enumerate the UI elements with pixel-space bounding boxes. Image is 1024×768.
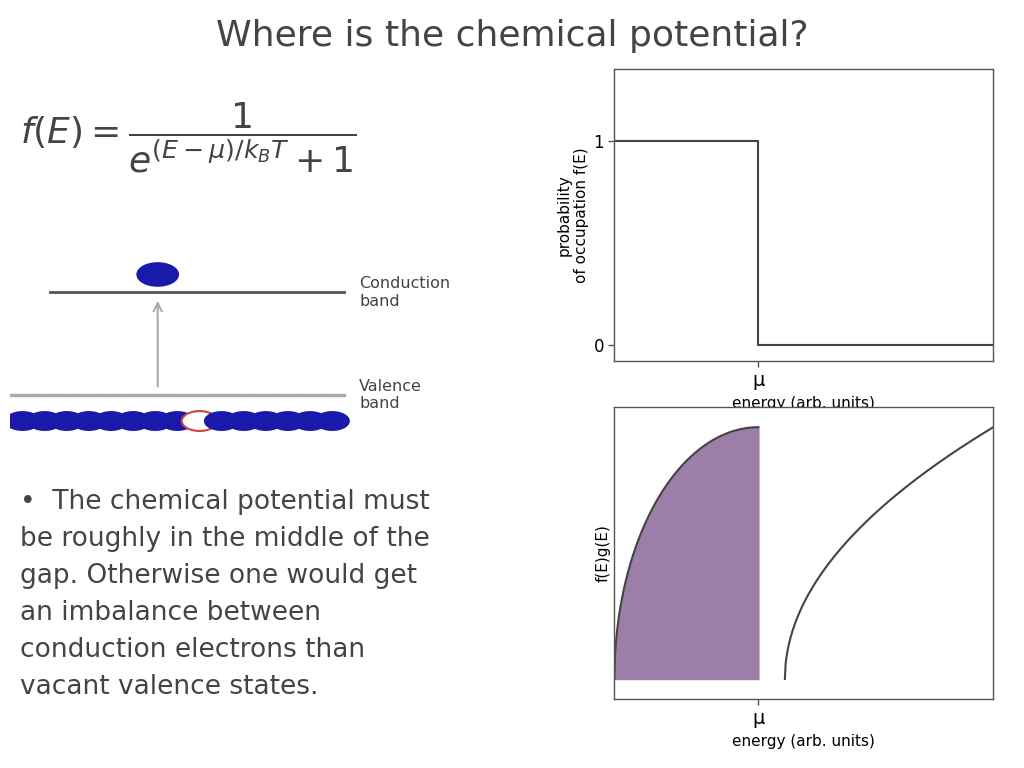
Circle shape [160, 411, 195, 431]
Circle shape [226, 411, 261, 431]
X-axis label: energy (arb. units): energy (arb. units) [732, 396, 876, 411]
Y-axis label: probability
of occupation f(E): probability of occupation f(E) [557, 147, 589, 283]
Circle shape [182, 411, 217, 431]
Text: Where is the chemical potential?: Where is the chemical potential? [216, 19, 808, 53]
Circle shape [270, 411, 305, 431]
Circle shape [93, 411, 129, 431]
Text: Conduction
band: Conduction band [359, 276, 451, 309]
X-axis label: energy (arb. units): energy (arb. units) [732, 734, 876, 749]
Text: •  The chemical potential must
be roughly in the middle of the
gap. Otherwise on: • The chemical potential must be roughly… [19, 489, 430, 700]
Circle shape [137, 263, 178, 286]
Y-axis label: f(E)g(E): f(E)g(E) [595, 524, 610, 582]
Circle shape [137, 411, 173, 431]
Circle shape [314, 411, 350, 431]
Text: Valence
band: Valence band [359, 379, 422, 411]
Circle shape [204, 411, 240, 431]
Circle shape [5, 411, 40, 431]
Circle shape [72, 411, 106, 431]
Circle shape [27, 411, 62, 431]
Text: $f(E) = \dfrac{1}{e^{(E-\mu)/k_BT}+1}$: $f(E) = \dfrac{1}{e^{(E-\mu)/k_BT}+1}$ [19, 101, 356, 175]
Circle shape [248, 411, 284, 431]
Circle shape [49, 411, 84, 431]
Circle shape [293, 411, 328, 431]
Circle shape [116, 411, 151, 431]
